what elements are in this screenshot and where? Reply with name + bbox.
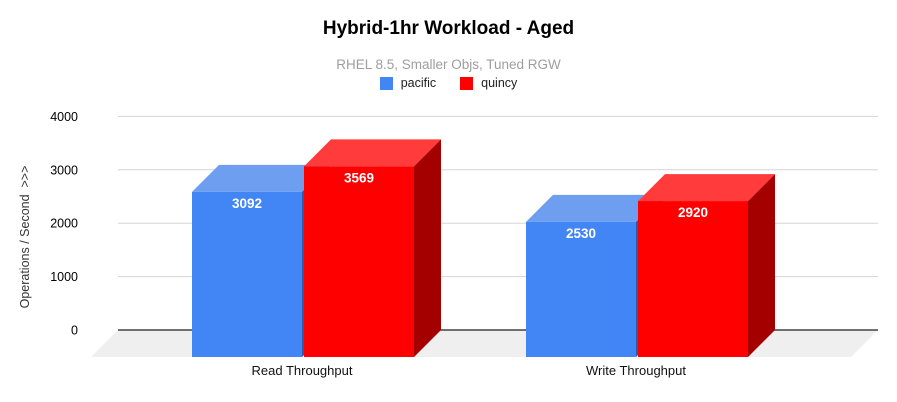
bar-pacific-read-top bbox=[192, 164, 329, 192]
bar-pacific-read-front bbox=[192, 191, 302, 357]
y-tick-label: 0 bbox=[71, 324, 78, 338]
bar-quincy-write-side bbox=[748, 174, 775, 357]
chart-title: Hybrid-1hr Workload - Aged bbox=[322, 18, 575, 39]
pacific-swatch-icon bbox=[379, 76, 393, 90]
legend-label: pacific bbox=[400, 76, 437, 90]
data-label: 3092 bbox=[232, 196, 262, 211]
legend: pacific quincy bbox=[0, 76, 897, 90]
y-tick-label: 3000 bbox=[50, 163, 78, 177]
bar-pacific-write-front bbox=[526, 221, 636, 357]
y-tick-label: 4000 bbox=[50, 110, 78, 124]
bar-quincy-read-side bbox=[414, 139, 441, 357]
legend-item-pacific: pacific bbox=[379, 76, 437, 90]
chart-subtitle: RHEL 8.5, Smaller Objs, Tuned RGW bbox=[336, 57, 561, 72]
bar-quincy-read-front bbox=[304, 166, 414, 357]
legend-label: quincy bbox=[481, 76, 518, 90]
y-tick-label: 2000 bbox=[50, 217, 78, 231]
category-label: Read Throughput bbox=[252, 363, 353, 378]
data-label: 3569 bbox=[344, 170, 374, 185]
bar-quincy-read-top bbox=[304, 139, 441, 167]
category-label: Write Throughput bbox=[586, 363, 686, 378]
data-label: 2530 bbox=[566, 226, 596, 241]
bar-quincy-write-top bbox=[638, 174, 775, 202]
quincy-swatch-icon bbox=[460, 76, 474, 90]
bar-quincy-write-front bbox=[638, 201, 748, 357]
legend-item-quincy: quincy bbox=[460, 76, 517, 90]
data-label: 2920 bbox=[678, 205, 708, 220]
bar-pacific-write-top bbox=[526, 194, 663, 222]
y-tick-label: 1000 bbox=[50, 270, 78, 284]
